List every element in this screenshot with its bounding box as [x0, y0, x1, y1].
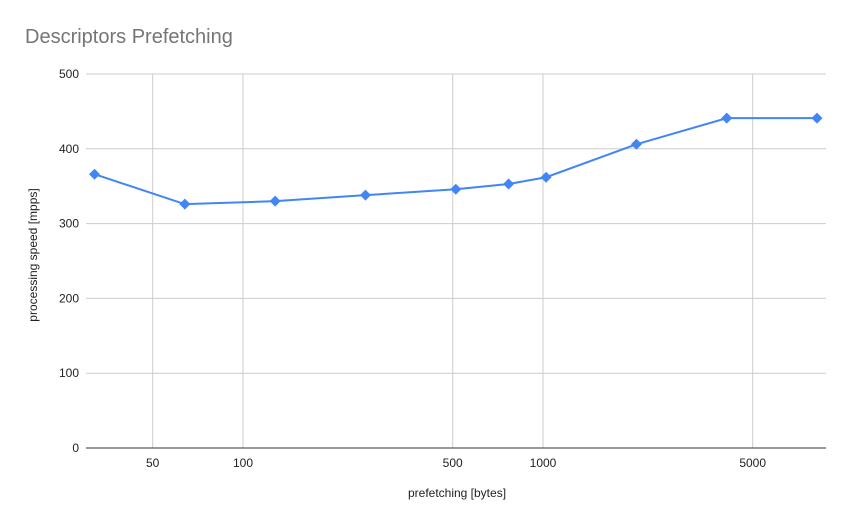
x-axis-ticks: 50 100 500 1000 5000	[146, 456, 766, 470]
y-tick-label: 200	[59, 291, 79, 305]
diamond-marker[interactable]	[179, 198, 191, 210]
diamond-marker[interactable]	[503, 178, 515, 190]
series-line	[94, 117, 818, 206]
x-tick-label: 5000	[739, 456, 766, 470]
y-tick-label: 0	[72, 441, 79, 455]
diamond-marker[interactable]	[811, 112, 823, 124]
y-tick-label: 100	[59, 366, 79, 380]
chart-title: Descriptors Prefetching	[25, 26, 233, 48]
diamond-marker[interactable]	[89, 168, 101, 180]
x-tick-label: 1000	[530, 456, 557, 470]
x-tick-label: 50	[146, 456, 160, 470]
y-tick-label: 500	[59, 67, 79, 81]
x-tick-label: 100	[233, 456, 253, 470]
y-tick-label: 400	[59, 142, 79, 156]
y-tick-label: 300	[59, 217, 79, 231]
data-series	[89, 112, 823, 210]
gridlines	[86, 73, 826, 448]
diamond-marker[interactable]	[721, 112, 733, 124]
x-axis-label: prefetching [bytes]	[408, 486, 506, 500]
diamond-marker[interactable]	[630, 138, 642, 150]
y-axis-ticks: 0 100 200 300 400 500	[59, 67, 79, 455]
x-tick-label: 500	[443, 456, 463, 470]
diamond-marker[interactable]	[359, 189, 371, 201]
diamond-marker[interactable]	[540, 171, 552, 183]
diamond-marker[interactable]	[450, 183, 462, 195]
diamond-marker[interactable]	[269, 195, 281, 207]
y-axis-label: processing speed [mpps]	[26, 188, 40, 321]
